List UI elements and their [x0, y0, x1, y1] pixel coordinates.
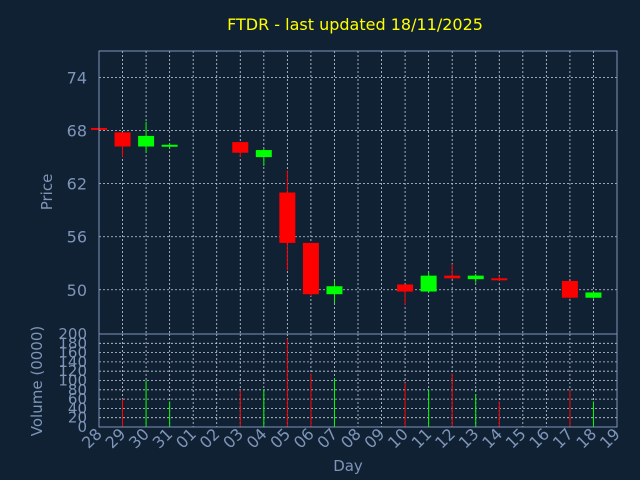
- volume-tick-label: 120: [58, 362, 87, 380]
- price-tick-label: 56: [67, 228, 87, 247]
- volume-tick-label: 20: [68, 409, 87, 427]
- chart-title: FTDR - last updated 18/11/2025: [227, 15, 483, 34]
- volume-axis-label: Volume (0000): [28, 326, 46, 436]
- price-panel: 50 56 62 68 74: [67, 50, 618, 335]
- candle-body: [114, 132, 131, 147]
- volume-tick-label: 60: [68, 390, 87, 408]
- price-tick-label: 74: [67, 69, 87, 88]
- volume-tick-label: 100: [58, 372, 87, 390]
- candle-body: [491, 278, 508, 281]
- candle-body: [444, 275, 461, 279]
- candle-body: [326, 286, 343, 295]
- candle-body: [467, 275, 484, 280]
- candle-body: [279, 192, 296, 243]
- volume-tick-label: 140: [58, 353, 87, 371]
- price-tick-label: 68: [67, 122, 87, 141]
- volume-tick-label: 40: [68, 399, 87, 417]
- volume-tick-label: 160: [58, 344, 87, 362]
- x-axis-label: Day: [333, 457, 363, 475]
- candle-body: [232, 142, 249, 153]
- candle-body: [302, 242, 319, 295]
- price-axis-label: Price: [38, 174, 56, 211]
- volume-tick-label: 200: [58, 325, 87, 343]
- candle-body: [420, 275, 437, 292]
- volume-tick-label: 0: [77, 418, 87, 436]
- candle-body: [255, 150, 272, 158]
- candle-body: [138, 135, 155, 147]
- volume-tick-label: 80: [68, 381, 87, 399]
- candle-body: [397, 284, 414, 292]
- price-tick-label: 62: [67, 175, 87, 194]
- candle-body: [561, 280, 578, 298]
- price-tick-label: 50: [67, 281, 87, 300]
- candle-body: [585, 292, 602, 298]
- x-tick-label: 19: [596, 424, 624, 452]
- volume-tick-label: 180: [58, 334, 87, 352]
- volume-panel-frame: [98, 333, 618, 428]
- candle-body: [161, 144, 178, 147]
